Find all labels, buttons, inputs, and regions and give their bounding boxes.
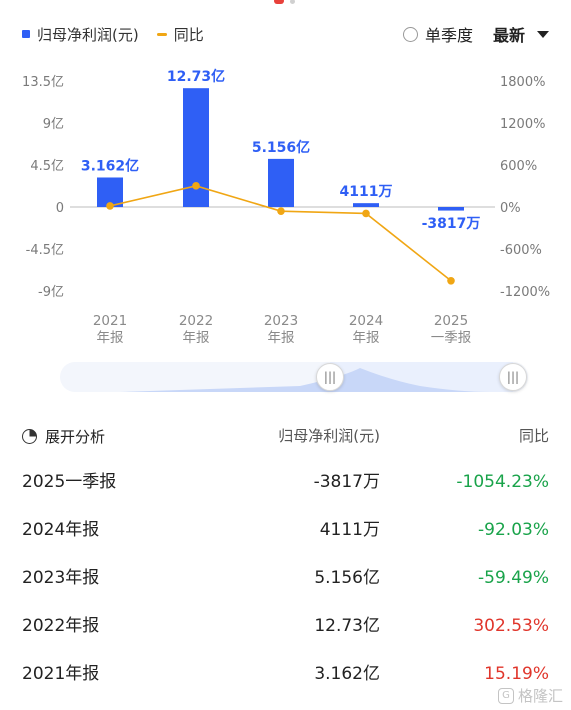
row-profit: 3.162亿: [314, 664, 380, 684]
row-yoy: 302.53%: [473, 616, 549, 636]
y-right-tick-label: -1200%: [500, 285, 550, 300]
page-indicator: [274, 0, 304, 6]
table-row[interactable]: 2025一季报 -3817万 -1054.23%: [0, 458, 571, 506]
x-tick-label: 2023: [264, 313, 298, 329]
quarter-toggle-label[interactable]: 单季度: [424, 26, 473, 45]
y-right-tick-label: 0%: [500, 201, 521, 216]
legend-bar-label: 归母净利润(元): [37, 25, 139, 44]
y-right-tick-label: -600%: [500, 243, 542, 258]
slider-preview-area: [120, 368, 490, 392]
row-profit: -3817万: [313, 472, 380, 492]
row-yoy: 15.19%: [484, 664, 549, 684]
yoy-point: [362, 209, 370, 218]
pie-chart-icon: [22, 428, 37, 444]
row-period: 2022年报: [22, 616, 100, 636]
table-row[interactable]: 2021年报 3.162亿 15.19%: [0, 650, 571, 698]
chart-legend: 归母净利润(元) 同比: [22, 22, 204, 46]
yoy-point: [192, 182, 200, 190]
slider-handle-left[interactable]: |||: [316, 363, 344, 391]
table-row[interactable]: 2022年报 12.73亿 302.53%: [0, 602, 571, 650]
yoy-point: [277, 207, 285, 215]
x-tick-label: 年报: [97, 330, 124, 346]
watermark-text: 格隆汇: [517, 687, 563, 705]
caret-down-icon[interactable]: [537, 30, 549, 38]
bar-data-label: 12.73亿: [167, 68, 225, 85]
bar-data-label: -3817万: [422, 216, 481, 232]
y-left-tick-label: 4.5亿: [30, 159, 64, 174]
y-right-tick-label: 600%: [500, 159, 537, 174]
row-profit: 4111万: [319, 520, 380, 540]
yoy-point: [106, 202, 114, 210]
data-table: 2025一季报 -3817万 -1054.23% 2024年报 4111万 -9…: [0, 458, 571, 698]
x-tick-label: 2024: [349, 313, 383, 329]
legend-line-label: 同比: [173, 25, 204, 44]
column-header-yoy: 同比: [518, 427, 549, 445]
x-tick-label: 2022: [179, 313, 213, 329]
bar-data-label: 4111万: [340, 184, 393, 200]
legend-bar-swatch: [22, 30, 30, 38]
bar: [438, 207, 464, 211]
row-yoy: -1054.23%: [456, 472, 549, 492]
y-left-tick-label: -9亿: [38, 285, 64, 300]
quarter-radio-icon[interactable]: [402, 26, 418, 42]
table-row[interactable]: 2023年报 5.156亿 -59.49%: [0, 554, 571, 602]
y-left-tick-label: -4.5亿: [26, 243, 64, 258]
yoy-point: [447, 276, 455, 285]
x-tick-label: 2025: [434, 313, 468, 329]
slider-preview: [120, 368, 490, 392]
chart-controls: 单季度 最新: [402, 22, 549, 46]
row-yoy: -59.49%: [478, 568, 549, 588]
y-left-tick-label: 0: [56, 201, 64, 216]
row-period: 2023年报: [22, 568, 100, 588]
logo-icon: G: [497, 687, 514, 704]
column-header-profit: 归母净利润(元): [278, 427, 380, 445]
x-tick-label: 2021: [93, 313, 127, 329]
y-right-tick-label: 1800%: [500, 75, 545, 90]
row-profit: 5.156亿: [314, 568, 380, 588]
expand-analysis-label: 展开分析: [45, 427, 106, 446]
bar-data-label: 3.162亿: [81, 157, 139, 174]
bar-data-label: 5.156亿: [252, 139, 310, 156]
y-right-tick-label: 1200%: [500, 117, 545, 132]
table-header: 展开分析 归母净利润(元) 同比: [0, 420, 571, 452]
slider-handle-right[interactable]: |||: [499, 363, 527, 391]
expand-analysis-button[interactable]: 展开分析: [22, 420, 105, 452]
page-dot-active: [274, 0, 284, 4]
x-tick-label: 年报: [183, 330, 210, 346]
range-slider[interactable]: ||| |||: [60, 358, 528, 394]
row-period: 2025一季报: [22, 472, 117, 492]
y-left-tick-label: 13.5亿: [22, 75, 64, 90]
y-left-tick-label: 9亿: [43, 117, 64, 132]
page-dot: [290, 0, 295, 4]
row-profit: 12.73亿: [314, 616, 380, 636]
x-tick-label: 一季报: [431, 330, 472, 346]
x-tick-label: 年报: [268, 330, 295, 346]
table-row[interactable]: 2024年报 4111万 -92.03%: [0, 506, 571, 554]
bar: [268, 158, 294, 207]
bar: [97, 177, 123, 207]
bar: [353, 203, 379, 207]
profit-chart: 13.5亿 9亿 4.5亿 0 -4.5亿 -9亿 1800% 1200% 600% 0% -600…: [22, 68, 550, 346]
x-tick-label: 年报: [353, 330, 380, 346]
row-period: 2024年报: [22, 520, 100, 540]
legend-line-swatch: [156, 32, 167, 36]
watermark: G 格隆汇: [497, 685, 563, 706]
row-period: 2021年报: [22, 664, 100, 684]
latest-dropdown-label[interactable]: 最新: [492, 26, 525, 45]
row-yoy: -92.03%: [478, 520, 549, 540]
